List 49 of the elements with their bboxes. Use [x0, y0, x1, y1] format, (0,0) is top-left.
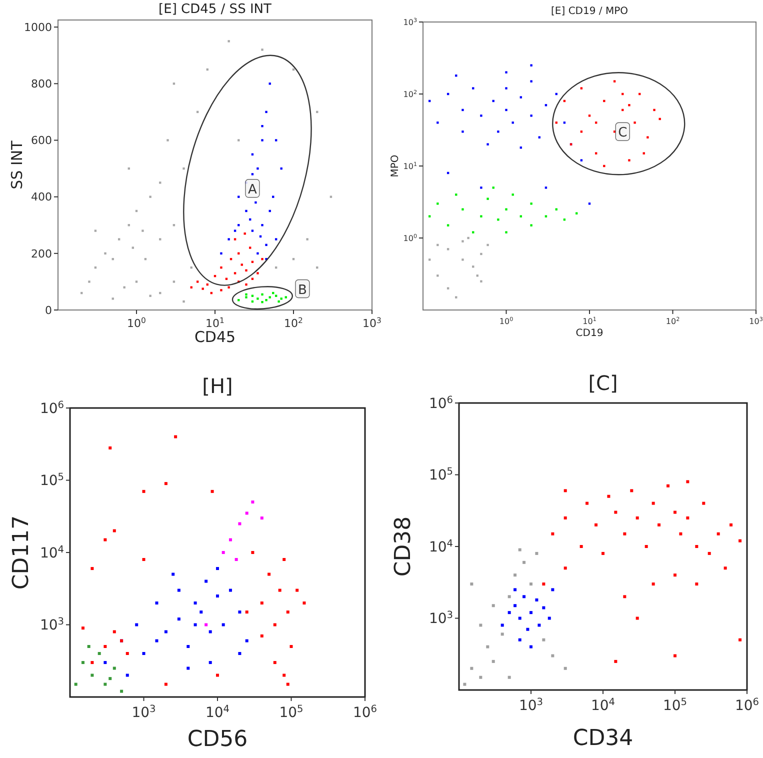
y-tick-label: 600: [31, 134, 52, 148]
x-tick-label: 10$^{6}$: [734, 696, 760, 714]
y-tick-label: 10$^{6}$: [428, 394, 453, 412]
y-tick-label: 10$^{3}$: [40, 616, 64, 634]
y-tick-label: 10$^{5}$: [40, 472, 64, 490]
y-tick-label: 10$^{0}$: [403, 232, 418, 243]
y-axis-title: CD38: [391, 516, 416, 577]
y-tick-label: 10$^{4}$: [428, 538, 453, 556]
y-axis-title: MPO: [390, 154, 401, 178]
x-axis-title: CD45: [194, 328, 236, 346]
x-tick-label: 10$^{5}$: [662, 696, 688, 714]
y-tick-label: 10$^{3}$: [428, 610, 453, 628]
annotation: A: [248, 182, 257, 198]
chart-title: [E] CD19 / MPO: [551, 6, 628, 17]
annotation: C: [618, 126, 628, 141]
y-tick-label: 10$^{4}$: [40, 544, 64, 562]
chart-title: [H]: [202, 374, 233, 398]
x-axis-title: CD56: [187, 727, 248, 752]
chart-title: [E] CD45 / SS INT: [158, 2, 272, 17]
x-axis-title: CD34: [572, 726, 634, 751]
y-tick-label: 10$^{5}$: [428, 466, 453, 484]
chart-title: [C]: [588, 371, 618, 395]
x-tick-label: 10$^{1}$: [206, 316, 225, 330]
x-tick-label: 10$^{0}$: [127, 316, 146, 330]
y-tick-label: 400: [31, 190, 52, 204]
x-tick-label: 10$^{4}$: [205, 704, 230, 721]
x-tick-label: 10$^{6}$: [352, 704, 378, 721]
y-tick-label: 10$^{2}$: [403, 88, 417, 99]
y-tick-label: 200: [31, 247, 52, 260]
y-tick-label: 1000: [24, 20, 52, 34]
x-tick-label: 10$^{5}$: [279, 704, 304, 721]
x-axis-title: CD19: [576, 328, 604, 339]
x-tick-label: 10$^{3}$: [518, 696, 544, 714]
x-tick-label: 10$^{3}$: [362, 316, 382, 330]
x-tick-label: 10$^{0}$: [499, 316, 514, 326]
x-tick-label: 10$^{3}$: [132, 704, 156, 721]
y-tick-label: 10$^{6}$: [40, 399, 64, 417]
x-tick-label: 10$^{4}$: [590, 696, 616, 714]
y-axis-title: SS INT: [8, 140, 26, 190]
y-tick-label: 0: [45, 304, 52, 317]
y-axis-title: CD117: [9, 515, 34, 590]
x-tick-label: 10$^{1}$: [582, 316, 597, 326]
x-tick-label: 10$^{2}$: [284, 316, 304, 330]
y-tick-label: 10$^{1}$: [403, 160, 418, 171]
y-tick-label: 800: [31, 78, 52, 91]
x-tick-label: 10$^{3}$: [749, 316, 763, 326]
y-tick-label: 10$^{3}$: [403, 16, 418, 27]
x-tick-label: 10$^{2}$: [666, 316, 680, 326]
annotation: B: [298, 282, 307, 298]
